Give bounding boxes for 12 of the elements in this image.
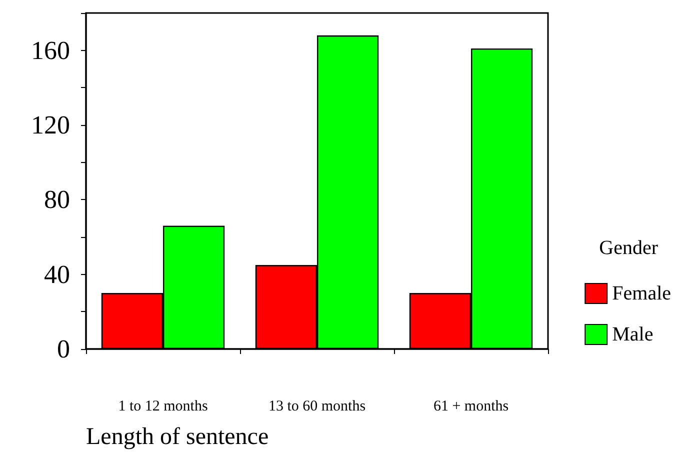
y-tick-label: 40	[44, 260, 70, 289]
y-tick-label: 0	[57, 334, 70, 364]
y-tick-label: 160	[31, 36, 70, 65]
x-tick-label: 1 to 12 months	[118, 398, 208, 414]
x-tick-label: 61 + months	[433, 398, 509, 414]
legend-label: Female	[612, 282, 672, 304]
legend-label: Male	[612, 324, 654, 346]
y-tick-label: 80	[44, 185, 70, 214]
x-axis-title: Length of sentence	[86, 424, 269, 450]
legend-title: Gender	[599, 237, 658, 259]
x-tick-label: 13 to 60 months	[268, 398, 366, 414]
y-tick-label: 120	[31, 110, 70, 140]
